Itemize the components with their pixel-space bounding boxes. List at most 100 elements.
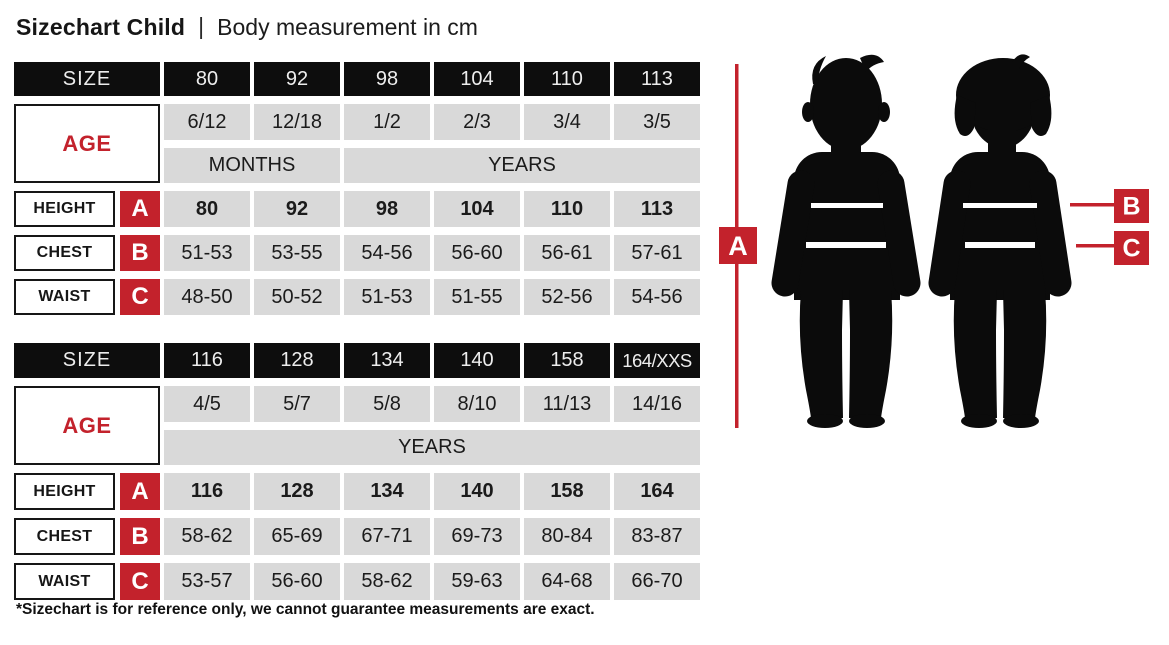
- height-row-label: HEIGHT A: [14, 191, 160, 227]
- age-value-cell: 2/3: [434, 104, 520, 140]
- age-value-cell: 11/13: [524, 386, 610, 422]
- height-value-cell: 80: [164, 191, 250, 227]
- height-value-cell: 104: [434, 191, 520, 227]
- chest-value-cell: 57-61: [614, 235, 700, 271]
- size-col-header: 113: [614, 62, 700, 96]
- age-header-label: AGE: [14, 386, 160, 465]
- height-value-cell: 98: [344, 191, 430, 227]
- chest-label: CHEST: [14, 518, 115, 555]
- size-col-header: 134: [344, 343, 430, 378]
- height-badge-a: A: [120, 473, 160, 510]
- waist-value-cell: 54-56: [614, 279, 700, 315]
- title-separator: |: [198, 13, 205, 39]
- size-col-header: 98: [344, 62, 430, 96]
- waist-badge-c: C: [120, 279, 160, 315]
- size-col-header: 128: [254, 343, 340, 378]
- waist-value-cell: 59-63: [434, 563, 520, 600]
- height-value-cell: 92: [254, 191, 340, 227]
- title-subtitle: Body measurement in cm: [217, 14, 478, 40]
- footnote-text: *Sizechart is for reference only, we can…: [16, 601, 595, 618]
- waist-badge-c: C: [120, 563, 160, 600]
- size-header-label: SIZE: [14, 62, 160, 96]
- height-value-cell: 110: [524, 191, 610, 227]
- height-row-label: HEIGHT A: [14, 473, 160, 510]
- waist-value-cell: 53-57: [164, 563, 250, 600]
- figure-badge-a: [719, 227, 757, 264]
- size-col-header: 104: [434, 62, 520, 96]
- chest-row-label: CHEST B: [14, 235, 160, 271]
- girl-chest-stripe: [963, 203, 1037, 208]
- figure-badge-b: [1114, 189, 1149, 223]
- chest-value-cell: 56-61: [524, 235, 610, 271]
- waist-value-cell: 66-70: [614, 563, 700, 600]
- size-col-header: 158: [524, 343, 610, 378]
- chest-value-cell: 67-71: [344, 518, 430, 555]
- waist-label: WAIST: [14, 563, 115, 600]
- measure-stripes: [806, 203, 1037, 248]
- height-label: HEIGHT: [14, 473, 115, 510]
- height-badge-a: A: [120, 191, 160, 227]
- waist-value-cell: 48-50: [164, 279, 250, 315]
- age-value-cell: 5/7: [254, 386, 340, 422]
- age-value-cell: 12/18: [254, 104, 340, 140]
- size-col-header: 80: [164, 62, 250, 96]
- chest-value-cell: 51-53: [164, 235, 250, 271]
- chest-value-cell: 58-62: [164, 518, 250, 555]
- waist-value-cell: 51-55: [434, 279, 520, 315]
- waist-measure-line: [1076, 244, 1114, 248]
- age-value-cell: 1/2: [344, 104, 430, 140]
- height-value-cell: 128: [254, 473, 340, 510]
- period-months-cell: MONTHS: [164, 148, 340, 183]
- size-col-header: 116: [164, 343, 250, 378]
- age-value-cell: 8/10: [434, 386, 520, 422]
- waist-value-cell: 50-52: [254, 279, 340, 315]
- girl-silhouette: [928, 54, 1072, 428]
- age-value-cell: 4/5: [164, 386, 250, 422]
- height-value-cell: 113: [614, 191, 700, 227]
- period-years-cell: YEARS: [164, 430, 700, 465]
- waist-label: WAIST: [14, 279, 115, 315]
- waist-value-cell: 52-56: [524, 279, 610, 315]
- waist-row-label: WAIST C: [14, 279, 160, 315]
- height-value-cell: 134: [344, 473, 430, 510]
- age-value-cell: 6/12: [164, 104, 250, 140]
- chest-badge-b: B: [120, 235, 160, 271]
- height-label: HEIGHT: [14, 191, 115, 227]
- girl-waist-stripe: [965, 242, 1035, 248]
- size-col-header: 140: [434, 343, 520, 378]
- chest-value-cell: 69-73: [434, 518, 520, 555]
- size-header-label: SIZE: [14, 343, 160, 378]
- sizechart-table-small: SIZE 80 92 98 104 110 113 AGE 6/12 12/18…: [14, 62, 700, 315]
- waist-row-label: WAIST C: [14, 563, 160, 600]
- chest-value-cell: 54-56: [344, 235, 430, 271]
- waist-value-cell: 64-68: [524, 563, 610, 600]
- size-col-header: 110: [524, 62, 610, 96]
- waist-value-cell: 56-60: [254, 563, 340, 600]
- chest-value-cell: 56-60: [434, 235, 520, 271]
- age-value-cell: 3/4: [524, 104, 610, 140]
- page-title: Sizechart Child | Body measurement in cm: [16, 13, 478, 41]
- measurement-figure: A B C: [719, 54, 1149, 428]
- size-col-header: 164/XXS: [614, 343, 700, 378]
- boy-silhouette: [771, 54, 921, 428]
- size-col-header: 92: [254, 62, 340, 96]
- height-value-cell: 158: [524, 473, 610, 510]
- period-years-cell: YEARS: [344, 148, 700, 183]
- figure-badge-c-label: C: [1122, 235, 1140, 263]
- sizechart-table-large: SIZE 116 128 134 140 158 164/XXS AGE 4/5…: [14, 343, 700, 600]
- age-value-cell: 5/8: [344, 386, 430, 422]
- height-value-cell: 140: [434, 473, 520, 510]
- figure-badge-c: [1114, 231, 1149, 265]
- chest-row-label: CHEST B: [14, 518, 160, 555]
- chest-badge-b: B: [120, 518, 160, 555]
- chest-value-cell: 65-69: [254, 518, 340, 555]
- chest-label: CHEST: [14, 235, 115, 271]
- waist-value-cell: 51-53: [344, 279, 430, 315]
- chest-value-cell: 83-87: [614, 518, 700, 555]
- age-value-cell: 14/16: [614, 386, 700, 422]
- boy-waist-stripe: [806, 242, 886, 248]
- chest-value-cell: 53-55: [254, 235, 340, 271]
- age-value-cell: 3/5: [614, 104, 700, 140]
- waist-value-cell: 58-62: [344, 563, 430, 600]
